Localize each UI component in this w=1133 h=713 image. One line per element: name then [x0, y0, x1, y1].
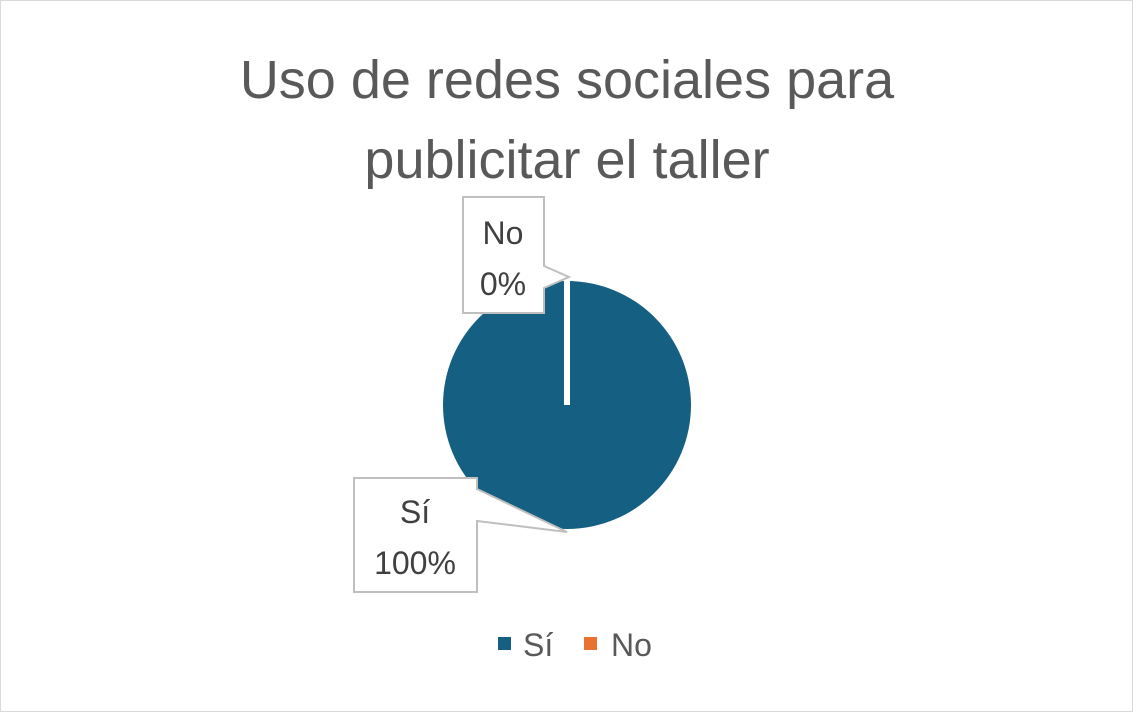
legend-label-si: Sí: [523, 627, 553, 663]
legend-swatch-si: [498, 637, 511, 650]
legend-swatch-no: [584, 637, 597, 650]
data-label-no-percent: 0%: [480, 266, 526, 302]
legend-label-no: No: [611, 627, 652, 663]
data-callout-si: Sí 100%: [353, 477, 568, 593]
data-label-no-category: No: [483, 215, 524, 251]
legend: Sí No: [498, 627, 652, 663]
data-label-si-category: Sí: [400, 494, 430, 530]
pie-slices: [443, 281, 691, 529]
data-callout-no: No 0%: [462, 196, 572, 314]
chart-title-line-2: publicitar el taller: [364, 130, 769, 190]
data-label-si-percent: 100%: [374, 545, 456, 581]
callout-box-no: [462, 196, 572, 314]
chart-title-line-1: Uso de redes sociales para: [240, 50, 895, 110]
callout-box-si: [353, 477, 568, 593]
